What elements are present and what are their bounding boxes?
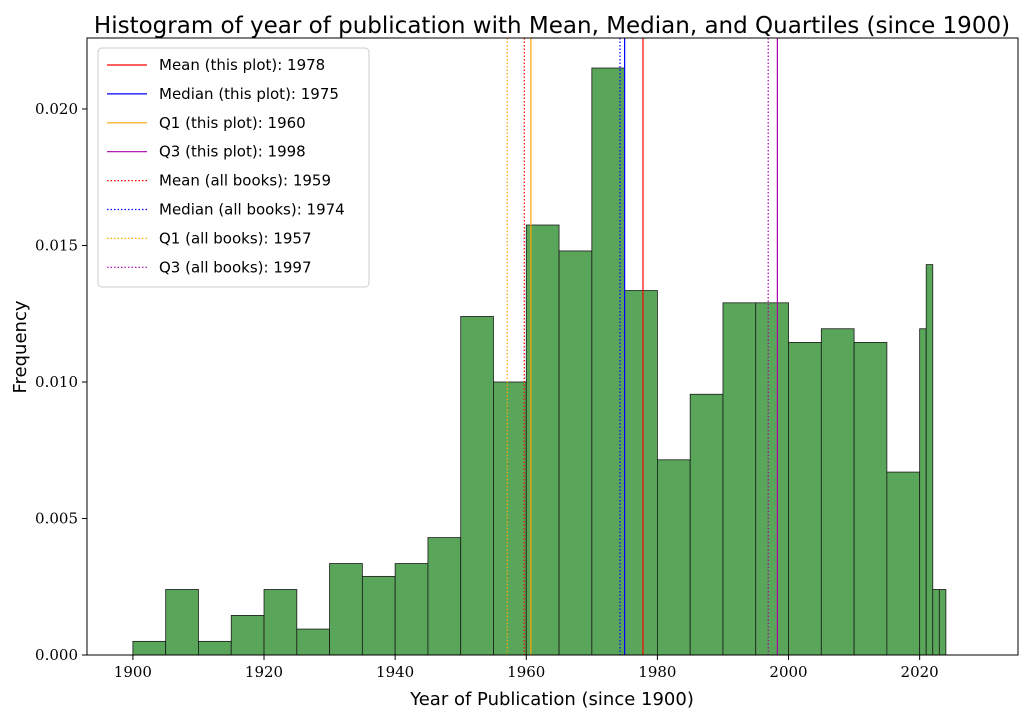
chart-title: Histogram of year of publication with Me… xyxy=(94,13,1010,39)
y-axis-label: Frequency xyxy=(10,300,31,393)
y-tick-label: 0.020 xyxy=(35,100,78,118)
y-axis-ticks: 0.000 0.005 0.010 0.015 0.020 xyxy=(35,100,87,664)
legend-label: Q1 (this plot): 1960 xyxy=(159,114,306,132)
legend-label: Q1 (all books): 1957 xyxy=(159,229,312,247)
x-tick-label: 2020 xyxy=(901,663,939,681)
x-tick-label: 2000 xyxy=(769,663,807,681)
histogram-bar xyxy=(886,471,921,656)
histogram-bar xyxy=(296,628,330,656)
x-tick-label: 1920 xyxy=(245,663,283,681)
histogram-bar xyxy=(525,224,560,656)
histogram-bar xyxy=(938,589,947,656)
y-tick-label: 0.010 xyxy=(35,373,78,391)
histogram-bar xyxy=(230,615,265,656)
x-tick-label: 1980 xyxy=(638,663,676,681)
legend: Mean (this plot): 1978 Median (this plot)… xyxy=(97,47,370,288)
legend-label: Median (this plot): 1975 xyxy=(159,85,339,103)
statistic-lines xyxy=(506,38,778,655)
legend-label: Q3 (all books): 1997 xyxy=(159,258,312,276)
histogram-bar xyxy=(689,393,724,656)
histogram-bar xyxy=(853,342,888,656)
histogram-bar xyxy=(932,589,940,656)
histogram-bar xyxy=(919,328,927,656)
histogram-bar xyxy=(722,302,757,656)
histogram-bar xyxy=(591,67,626,656)
x-tick-label: 1960 xyxy=(507,663,545,681)
histogram-bar xyxy=(657,459,691,656)
histogram-bar xyxy=(460,316,494,656)
histogram-bar xyxy=(263,589,298,656)
histogram-bar xyxy=(755,302,789,656)
histogram-bar xyxy=(132,640,167,656)
legend-label: Q3 (this plot): 1998 xyxy=(159,143,306,161)
x-axis-label: Year of Publication (since 1900) xyxy=(409,689,694,710)
plot-frame xyxy=(86,37,1019,656)
histogram-bar xyxy=(820,328,855,656)
histogram-bar xyxy=(558,250,593,656)
histogram-bar xyxy=(493,381,527,656)
x-tick-label: 1940 xyxy=(376,663,414,681)
histogram-bar xyxy=(788,342,822,656)
histogram-bar xyxy=(361,575,396,656)
histogram-bar xyxy=(427,537,462,656)
histogram-bar xyxy=(198,640,232,656)
histogram-bar xyxy=(394,563,429,656)
histogram-bar xyxy=(165,589,199,656)
legend-box xyxy=(97,47,370,288)
histogram-bar xyxy=(329,563,363,656)
y-tick-label: 0.000 xyxy=(35,646,78,664)
histogram-bar xyxy=(925,264,934,656)
x-tick-label: 1900 xyxy=(114,663,152,681)
x-axis-ticks: 1900 1920 1940 1960 1980 2000 2020 xyxy=(114,655,939,681)
y-tick-label: 0.005 xyxy=(35,509,78,527)
legend-label: Median (all books): 1974 xyxy=(159,201,345,219)
histogram-bar xyxy=(624,290,658,656)
legend-label: Mean (all books): 1959 xyxy=(159,172,331,190)
legend-label: Mean (this plot): 1978 xyxy=(159,56,325,74)
y-tick-label: 0.015 xyxy=(35,236,78,254)
histogram-bars xyxy=(132,67,947,656)
